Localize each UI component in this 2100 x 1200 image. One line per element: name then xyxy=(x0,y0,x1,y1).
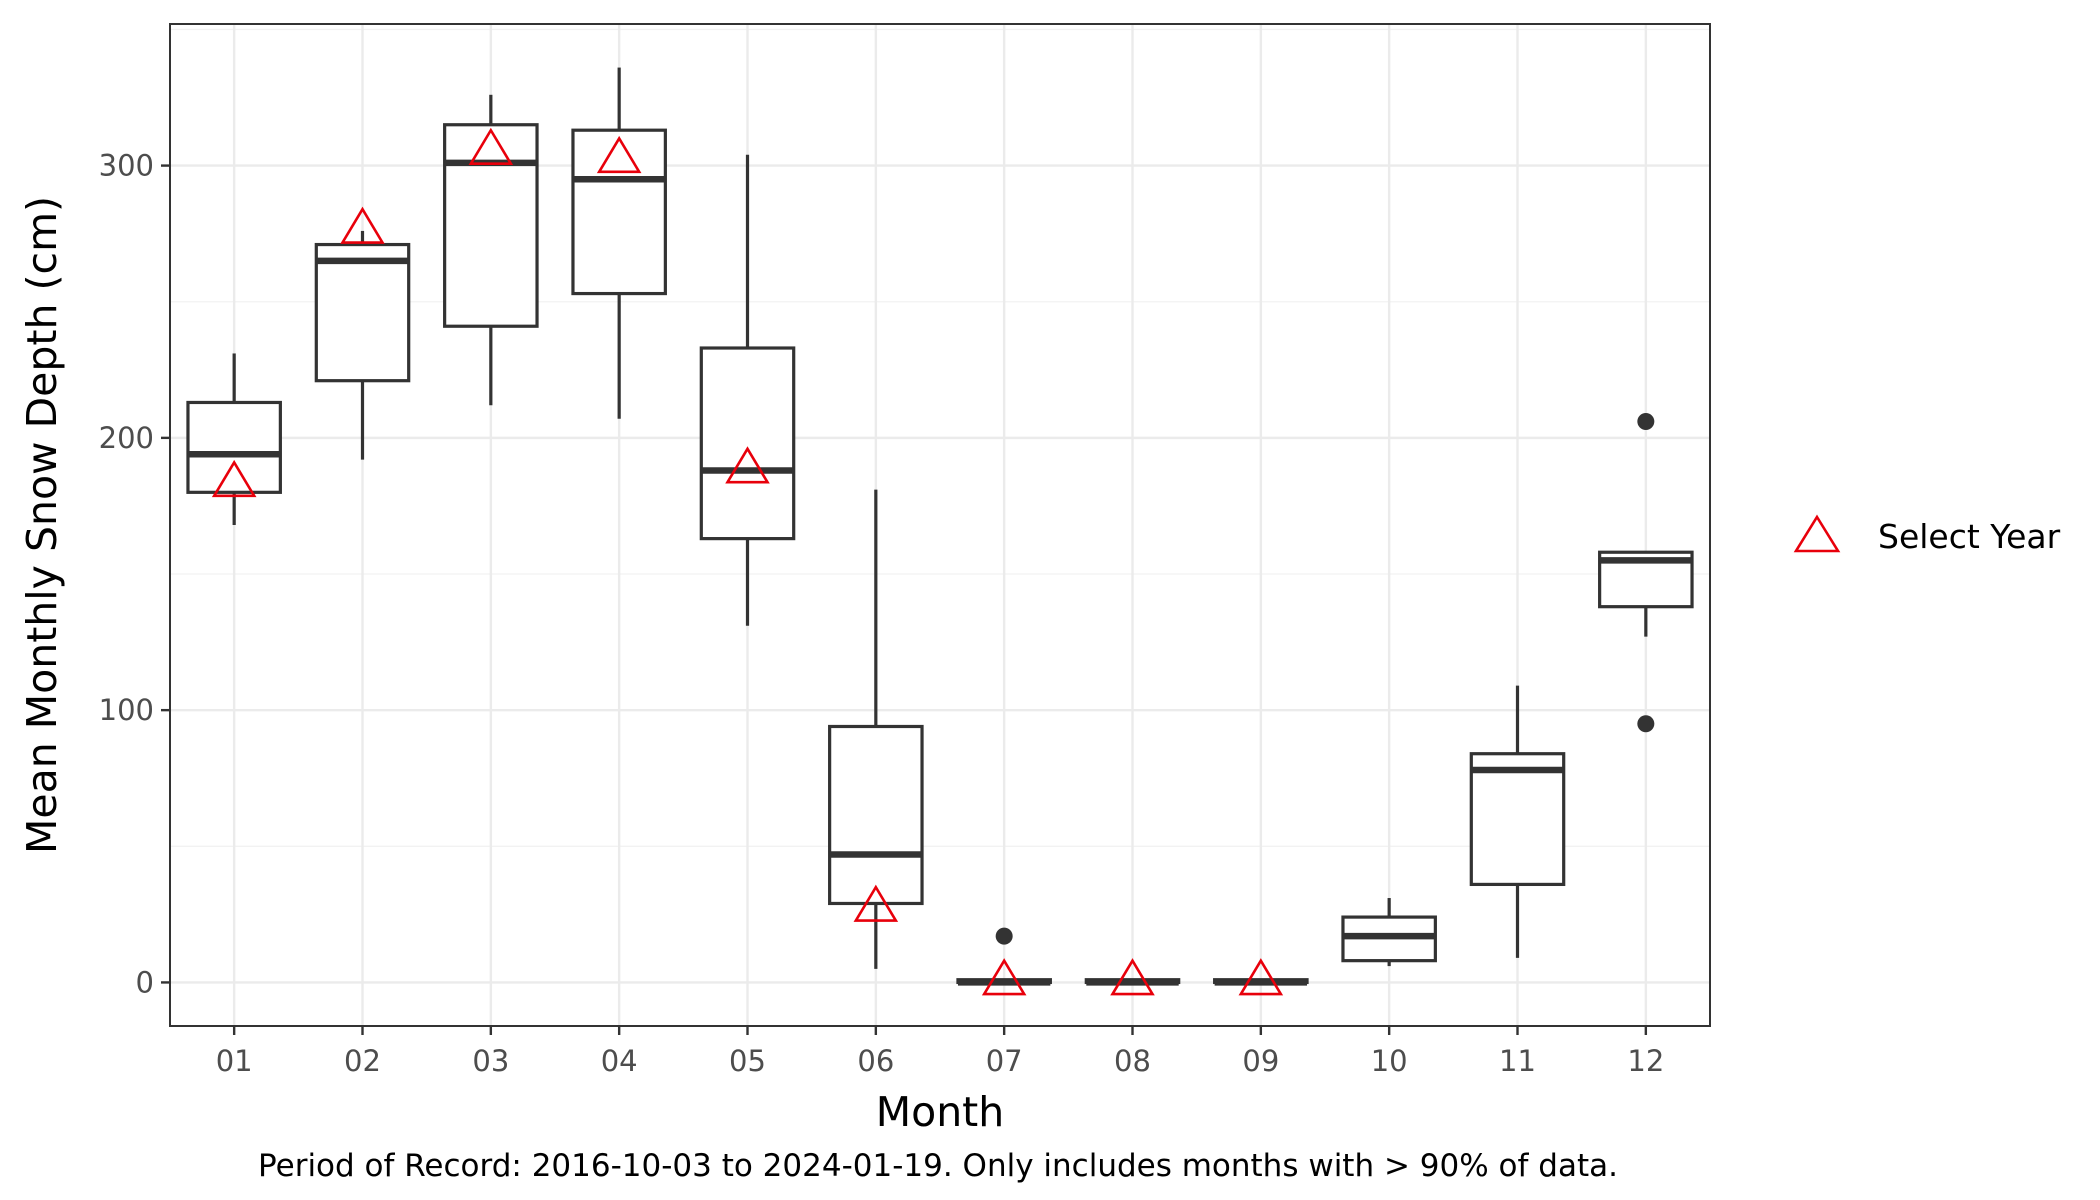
outlier-point xyxy=(995,927,1013,945)
x-tick-label: 04 xyxy=(601,1044,638,1078)
x-tick-label: 08 xyxy=(1114,1044,1151,1078)
box-month-12 xyxy=(1598,413,1694,733)
select-year-triangle-01 xyxy=(211,459,257,498)
select-year-triangle-09 xyxy=(1238,958,1284,996)
outlier-point xyxy=(1637,715,1655,733)
box-iqr xyxy=(314,242,411,383)
legend-triangle-icon xyxy=(1793,514,1841,553)
box-month-09 xyxy=(1213,978,1309,986)
box-iqr xyxy=(699,346,796,541)
select-year-triangle-04 xyxy=(596,135,642,174)
x-tick-label: 07 xyxy=(986,1044,1023,1078)
x-tick-label: 06 xyxy=(857,1044,894,1078)
x-tick-label: 12 xyxy=(1627,1044,1664,1078)
x-tick-label: 10 xyxy=(1371,1044,1408,1078)
legend-label-select-year: Select Year xyxy=(1878,517,2061,556)
x-tick-label: 09 xyxy=(1242,1044,1279,1078)
select-year-triangle-08 xyxy=(1110,958,1155,996)
box-month-01 xyxy=(186,353,282,525)
x-axis-title: Month xyxy=(876,1088,1005,1136)
select-year-triangle-03 xyxy=(468,127,514,165)
box-month-06 xyxy=(828,489,924,969)
box-month-03 xyxy=(443,94,539,406)
outlier-point xyxy=(1637,413,1655,431)
panel-border xyxy=(169,23,1711,1027)
x-tick-label: 03 xyxy=(472,1044,509,1078)
select-year-triangle-02 xyxy=(340,206,385,244)
y-tick-label: 0 xyxy=(136,965,154,999)
x-tick-label: 05 xyxy=(729,1044,766,1078)
box-iqr xyxy=(186,400,282,494)
x-tick-label: 01 xyxy=(216,1044,253,1078)
x-tick-label: 11 xyxy=(1499,1044,1536,1078)
select-year-triangle-06 xyxy=(853,884,899,922)
select-year-triangle-05 xyxy=(725,446,770,484)
box-month-10 xyxy=(1341,898,1437,967)
x-tick-label: 02 xyxy=(344,1044,381,1078)
box-iqr xyxy=(1469,752,1566,887)
box-month-04 xyxy=(571,67,667,419)
box-month-02 xyxy=(314,230,411,460)
box-month-05 xyxy=(699,154,796,626)
box-iqr xyxy=(828,724,924,906)
y-axis: 0 100 200 300 xyxy=(99,149,170,999)
y-tick-label: 300 xyxy=(99,149,154,183)
y-tick-label: 100 xyxy=(99,693,154,727)
select-year-series xyxy=(211,127,1284,996)
select-year-triangle-07 xyxy=(981,958,1027,996)
box-series xyxy=(186,67,1694,986)
box-iqr xyxy=(571,128,667,296)
box-iqr xyxy=(443,123,539,328)
y-axis-title: Mean Monthly Snow Depth (cm) xyxy=(18,196,66,854)
box-month-11 xyxy=(1469,685,1566,958)
box-month-07 xyxy=(956,927,1052,986)
box-month-08 xyxy=(1084,978,1181,986)
chart-caption: Period of Record: 2016-10-03 to 2024-01-… xyxy=(258,1148,1618,1184)
y-tick-label: 200 xyxy=(99,421,154,455)
legend: Select Year xyxy=(1793,514,2061,556)
x-axis: 01 02 03 04 05 06 07 08 09 10 11 12 xyxy=(216,1026,1664,1078)
